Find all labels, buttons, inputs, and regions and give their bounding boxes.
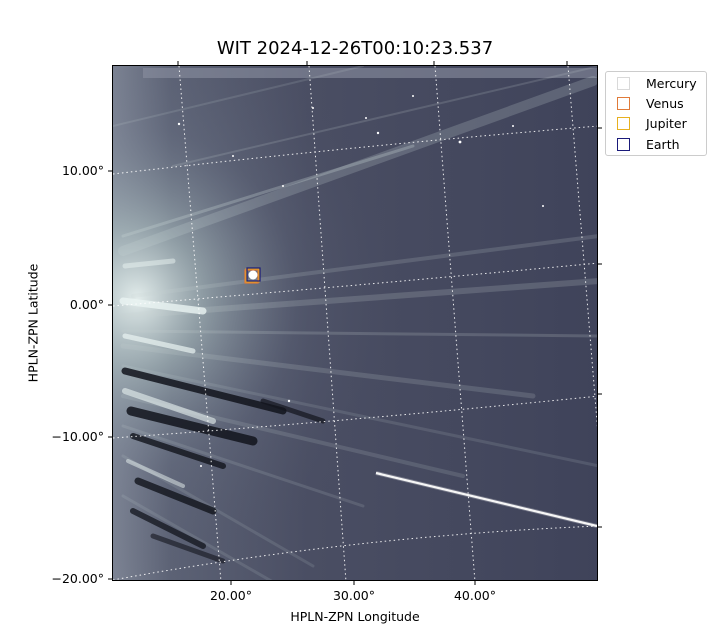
planet-markers xyxy=(244,267,261,284)
x-tick-label: 20.00° xyxy=(209,588,253,603)
y-axis-label: HPLN-ZPN Latitude xyxy=(25,263,41,383)
jupiter-swatch xyxy=(617,116,630,130)
legend-label: Venus xyxy=(646,95,684,111)
y-tick-label: 10.00° xyxy=(61,163,104,178)
earth-swatch xyxy=(617,137,630,151)
heliospheric-image xyxy=(113,66,597,580)
y-tick-label: −10.00° xyxy=(51,429,104,444)
legend-item-venus: Venus xyxy=(617,95,684,111)
legend-label: Mercury xyxy=(646,75,697,91)
legend-item-earth: Earth xyxy=(617,136,680,152)
y-tick-label: 0.00° xyxy=(69,297,104,312)
legend-label: Jupiter xyxy=(646,115,687,131)
x-axis-label: HPLN-ZPN Longitude xyxy=(290,609,420,624)
y-tick-label: −20.00° xyxy=(51,571,104,586)
image-plot-area xyxy=(112,65,598,581)
venus-swatch xyxy=(617,96,630,110)
x-tick-label: 30.00° xyxy=(332,588,376,603)
x-tick-label: 40.00° xyxy=(453,588,497,603)
legend: Mercury Venus Jupiter Earth xyxy=(605,71,707,156)
legend-label: Earth xyxy=(646,136,680,152)
legend-item-jupiter: Jupiter xyxy=(617,115,687,131)
legend-item-mercury: Mercury xyxy=(617,75,697,91)
figure-title: WIT 2024-12-26T00:10:23.537 xyxy=(216,38,494,59)
mercury-swatch xyxy=(617,76,630,90)
